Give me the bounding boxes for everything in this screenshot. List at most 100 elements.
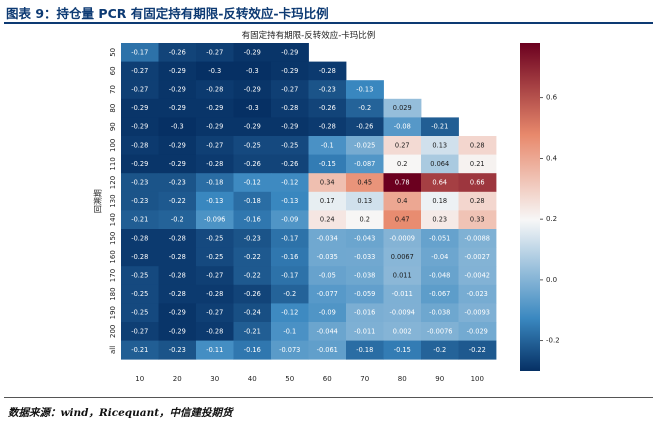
heatmap-cell — [158, 229, 197, 248]
cell-label: -0.29 — [244, 48, 261, 56]
cell-label: -0.29 — [169, 104, 186, 112]
cell-label: -0.29 — [169, 67, 186, 75]
cell-label: -0.25 — [281, 141, 298, 149]
cell-label: -0.29 — [169, 160, 186, 168]
heatmap-cell — [158, 80, 197, 100]
heatmap-cell — [346, 154, 384, 174]
cell-label: -0.23 — [169, 346, 186, 354]
cell-label: -0.3 — [246, 104, 259, 112]
y-tick-label: 130 — [109, 194, 117, 207]
heatmap-cell — [308, 247, 347, 267]
cell-label: -0.12 — [281, 179, 298, 187]
heatmap-cell — [233, 340, 272, 360]
cell-label: 0.28 — [470, 141, 485, 149]
x-tick-label: 100 — [471, 375, 484, 383]
heatmap-cell — [383, 98, 422, 118]
cell-label: -0.033 — [354, 253, 375, 261]
y-tick-label: 150 — [109, 232, 117, 245]
x-tick-label: 80 — [398, 375, 407, 383]
y-tick-label: 140 — [109, 213, 117, 226]
cell-label: -0.17 — [281, 272, 298, 280]
cell-label: -0.29 — [169, 327, 186, 335]
cell-label: -0.26 — [244, 160, 261, 168]
heatmap-cell — [271, 136, 309, 155]
cell-label: -0.25 — [131, 272, 148, 280]
cell-label: -0.2 — [283, 290, 296, 298]
heatmap-cell — [196, 191, 234, 211]
cell-label: 0.21 — [470, 160, 485, 168]
heatmap-cell — [458, 266, 497, 286]
cell-label: -0.0094 — [390, 309, 415, 317]
y-tick-label: all — [109, 346, 117, 354]
heatmap-cell — [458, 284, 497, 304]
cell-label: -0.22 — [244, 253, 261, 261]
heatmap-cell — [271, 229, 309, 248]
heatmap-cell — [121, 266, 159, 286]
cell-label: -0.23 — [244, 234, 261, 242]
cell-label: 0.66 — [470, 179, 485, 187]
cell-label: -0.3 — [208, 67, 221, 75]
heatmap-cell — [458, 340, 497, 360]
cell-label: 0.17 — [320, 197, 335, 205]
cell-label: -0.061 — [317, 346, 338, 354]
heatmap-cell — [271, 191, 309, 211]
x-tick-label: 60 — [323, 375, 332, 383]
heatmap-cell — [383, 229, 422, 248]
heatmap-cell — [421, 340, 459, 360]
cell-label: 0.2 — [397, 160, 408, 168]
cell-label: 0.23 — [432, 216, 447, 224]
x-tick-label: 30 — [210, 375, 219, 383]
heatmap-cell — [346, 247, 384, 267]
cell-label: -0.27 — [281, 86, 298, 94]
cell-label: -0.28 — [319, 67, 336, 75]
heatmap-cell — [196, 136, 234, 155]
cell-label: -0.22 — [469, 346, 486, 354]
cell-label: -0.038 — [429, 309, 450, 317]
cell-label: -0.096 — [204, 216, 225, 224]
heatmap-cell — [233, 322, 272, 341]
heatmap-cell — [383, 210, 422, 230]
heatmap-cell — [196, 322, 234, 341]
cell-label: -0.21 — [431, 123, 448, 131]
heatmap-cell — [196, 303, 234, 323]
cell-label: 0.47 — [395, 216, 410, 224]
cell-label: 0.13 — [357, 197, 372, 205]
x-tick-label: 10 — [135, 375, 144, 383]
cell-label: -0.08 — [394, 123, 411, 131]
y-tick-label: 170 — [109, 269, 117, 282]
figure-header: 图表 9：持仓量 PCR 有固定持有期限-反转效应-卡玛比例 — [4, 2, 653, 24]
heatmap-cell — [233, 191, 272, 211]
heatmap-cell — [308, 136, 347, 155]
cell-label: -0.035 — [317, 253, 338, 261]
cell-label: -0.067 — [429, 290, 450, 298]
heatmap-cell — [458, 303, 497, 323]
cell-label: 0.27 — [395, 141, 410, 149]
cell-label: -0.28 — [206, 160, 223, 168]
heatmap-cell — [383, 303, 422, 323]
heatmap-cell — [233, 154, 272, 174]
cell-label: -0.1 — [321, 141, 334, 149]
colorbar-tick-label: 0.2 — [546, 215, 557, 223]
heatmap-cell — [271, 340, 309, 360]
heatmap-cell — [271, 247, 309, 267]
cell-label: -0.0093 — [465, 309, 490, 317]
cell-label: 0.4 — [397, 197, 408, 205]
cell-label: -0.023 — [467, 290, 488, 298]
heatmap-cell — [196, 266, 234, 286]
cell-label: -0.26 — [356, 123, 373, 131]
heatmap-cell — [346, 173, 384, 193]
cell-label: -0.087 — [354, 160, 375, 168]
colorbar-tick-label: 0.6 — [546, 94, 558, 102]
cell-label: -0.25 — [244, 141, 261, 149]
heatmap-cell — [233, 98, 272, 118]
cell-label: 0.011 — [393, 272, 412, 280]
heatmap-cell — [383, 340, 422, 360]
heatmap-cell — [233, 229, 272, 248]
heatmap-cell — [421, 191, 459, 211]
heatmap-cell — [233, 43, 272, 62]
heatmap-cell — [233, 173, 272, 193]
cell-label: -0.27 — [206, 309, 223, 317]
cell-label: -0.28 — [169, 272, 186, 280]
heatmap-cell — [271, 80, 309, 100]
heatmap-cell — [121, 80, 159, 100]
